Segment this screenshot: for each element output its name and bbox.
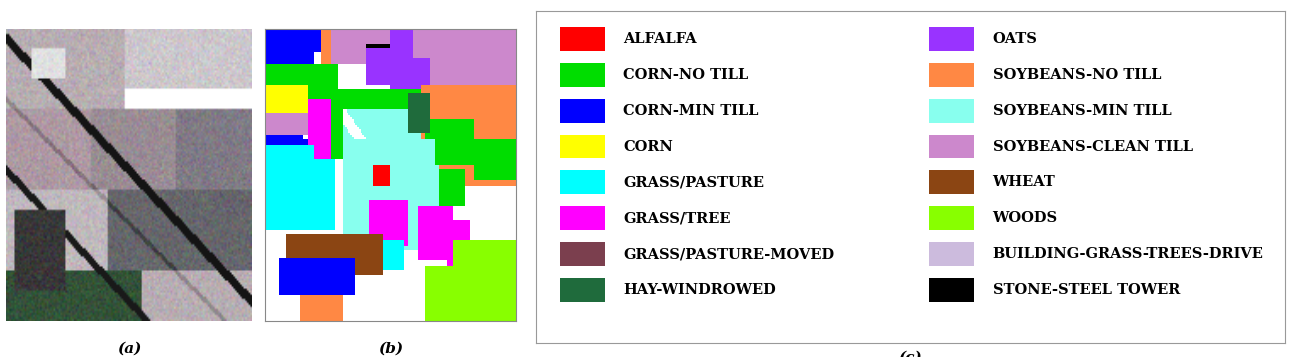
Text: OATS: OATS [993,32,1038,46]
Text: BUILDING-GRASS-TREES-DRIVE: BUILDING-GRASS-TREES-DRIVE [993,247,1264,261]
FancyBboxPatch shape [928,170,973,194]
Text: CORN-NO TILL: CORN-NO TILL [624,68,749,82]
Text: GRASS/TREE: GRASS/TREE [624,211,731,225]
Text: WHEAT: WHEAT [993,175,1055,189]
FancyBboxPatch shape [928,135,973,159]
Text: CORN: CORN [624,140,673,154]
FancyBboxPatch shape [560,206,604,230]
Text: GRASS/PASTURE: GRASS/PASTURE [624,175,764,189]
FancyBboxPatch shape [560,99,604,122]
FancyBboxPatch shape [928,63,973,87]
FancyBboxPatch shape [560,63,604,87]
Text: CORN-MIN TILL: CORN-MIN TILL [624,104,759,118]
Text: GRASS/PASTURE-MOVED: GRASS/PASTURE-MOVED [624,247,834,261]
Text: WOODS: WOODS [993,211,1057,225]
FancyBboxPatch shape [560,27,604,51]
Text: ALFALFA: ALFALFA [624,32,697,46]
Text: SOYBEANS-CLEAN TILL: SOYBEANS-CLEAN TILL [993,140,1193,154]
FancyBboxPatch shape [928,27,973,51]
FancyBboxPatch shape [928,278,973,302]
Text: STONE-STEEL TOWER: STONE-STEEL TOWER [993,283,1180,297]
Text: (b): (b) [378,342,403,356]
FancyBboxPatch shape [928,206,973,230]
FancyBboxPatch shape [560,242,604,266]
FancyBboxPatch shape [560,135,604,159]
Text: HAY-WINDROWED: HAY-WINDROWED [624,283,776,297]
FancyBboxPatch shape [928,242,973,266]
FancyBboxPatch shape [928,99,973,122]
FancyBboxPatch shape [560,278,604,302]
Text: (c): (c) [899,351,922,357]
Text: (a): (a) [117,342,141,356]
Text: SOYBEANS-NO TILL: SOYBEANS-NO TILL [993,68,1161,82]
FancyBboxPatch shape [560,170,604,194]
Text: SOYBEANS-MIN TILL: SOYBEANS-MIN TILL [993,104,1171,118]
